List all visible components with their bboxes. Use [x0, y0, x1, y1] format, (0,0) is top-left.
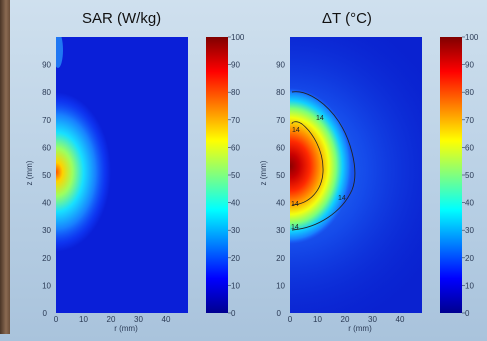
dt-colorbar-tick-label: 20 [465, 254, 474, 263]
sar-colorbar-tick-label: 70 [231, 116, 240, 125]
dt-y-tick-label: 30 [276, 226, 285, 235]
sar-x-tick-label: 20 [107, 315, 116, 324]
sar-colorbar-tick-label: 40 [231, 199, 240, 208]
dt-y-axis-label: z (mm) [259, 160, 268, 185]
sar-colorbar-tick-label: 0 [231, 309, 236, 318]
sar-top-edge [56, 37, 63, 68]
dt-hotspot [290, 86, 352, 246]
dt-contour-label-1: 14 [316, 115, 324, 122]
sar-y-tick-label: 20 [42, 254, 51, 263]
dt-y-tick-label: 40 [276, 199, 285, 208]
dt-colorbar [440, 37, 462, 313]
sar-colorbar-tick-label: 90 [231, 61, 240, 70]
sar-x-axis-label: r (mm) [114, 324, 138, 333]
dt-x-tick-label: 30 [368, 315, 377, 324]
sar-colorbar-tick-label: 80 [231, 88, 240, 97]
sar-x-tick-label: 40 [162, 315, 171, 324]
dt-colorbar-tick-label: 50 [465, 171, 474, 180]
sar-colorbar-tick-label: 50 [231, 171, 240, 180]
dt-colorbar-tick-label: 80 [465, 88, 474, 97]
dt-colorbar-tick-label: 40 [465, 199, 474, 208]
dt-y-tick-label: 80 [276, 88, 285, 97]
dt-x-tick-label: 40 [396, 315, 405, 324]
dt-colorbar-tick-label: 30 [465, 226, 474, 235]
dt-colorbar-tick-label: 100 [465, 33, 479, 42]
sar-colorbar-tick-label: 100 [231, 33, 245, 42]
sar-y-origin-label: 0 [43, 309, 48, 318]
sar-y-tick-label: 10 [42, 281, 51, 290]
sar-y-tick-label: 30 [42, 226, 51, 235]
dt-y-tick-label: 70 [276, 116, 285, 125]
dt-y-tick-label: 60 [276, 143, 285, 152]
sar-colorbar-tick-label: 20 [231, 254, 240, 263]
sar-y-tick-label: 90 [42, 61, 51, 70]
chart-title-dt: ΔT (°C) [322, 10, 372, 27]
sar-colorbar [206, 37, 228, 313]
dt-colorbar-tick-label: 90 [465, 61, 474, 70]
dt-colorbar-tick-label: 70 [465, 116, 474, 125]
sar-y-axis-label: z (mm) [25, 160, 34, 185]
photo-edge [0, 0, 10, 334]
sar-colorbar-tick-label: 30 [231, 226, 240, 235]
dt-colorbar-tick-label: 0 [465, 309, 470, 318]
dt-x-tick-label: 10 [313, 315, 322, 324]
dt-y-tick-label: 20 [276, 254, 285, 263]
dt-contour-label-5: 14 [291, 201, 299, 208]
sar-y-tick-label: 50 [42, 171, 51, 180]
dt-y-tick-label: 50 [276, 171, 285, 180]
dt-x-tick-label: 0 [288, 315, 293, 324]
sar-colorbar-tick-label: 10 [231, 281, 240, 290]
sar-x-tick-label: 30 [134, 315, 143, 324]
sar-hotspot [56, 77, 128, 267]
dt-contour-inner [291, 121, 324, 206]
sar-y-tick-label: 70 [42, 116, 51, 125]
dt-x-tick-label: 20 [341, 315, 350, 324]
sar-y-tick-label: 60 [42, 143, 51, 152]
dt-colorbar-tick-label: 10 [465, 281, 474, 290]
sar-y-tick-label: 80 [42, 88, 51, 97]
dt-y-tick-label: 10 [276, 281, 285, 290]
dt-contour-label-2: 14 [338, 195, 346, 202]
sar-x-tick-label: 0 [54, 315, 59, 324]
sar-y-tick-label: 40 [42, 199, 51, 208]
dt-contour-label-3: 14 [291, 224, 299, 231]
dt-y-origin-label: 0 [277, 309, 282, 318]
dt-contour-outer [291, 91, 356, 231]
dt-colorbar-tick-label: 60 [465, 143, 474, 152]
dt-x-axis-label: r (mm) [348, 324, 372, 333]
dt-y-tick-label: 90 [276, 61, 285, 70]
dt-contour-label-4: 14 [292, 127, 300, 134]
chart-title-sar: SAR (W/kg) [82, 10, 162, 27]
sar-x-tick-label: 10 [79, 315, 88, 324]
sar-colorbar-tick-label: 60 [231, 143, 240, 152]
